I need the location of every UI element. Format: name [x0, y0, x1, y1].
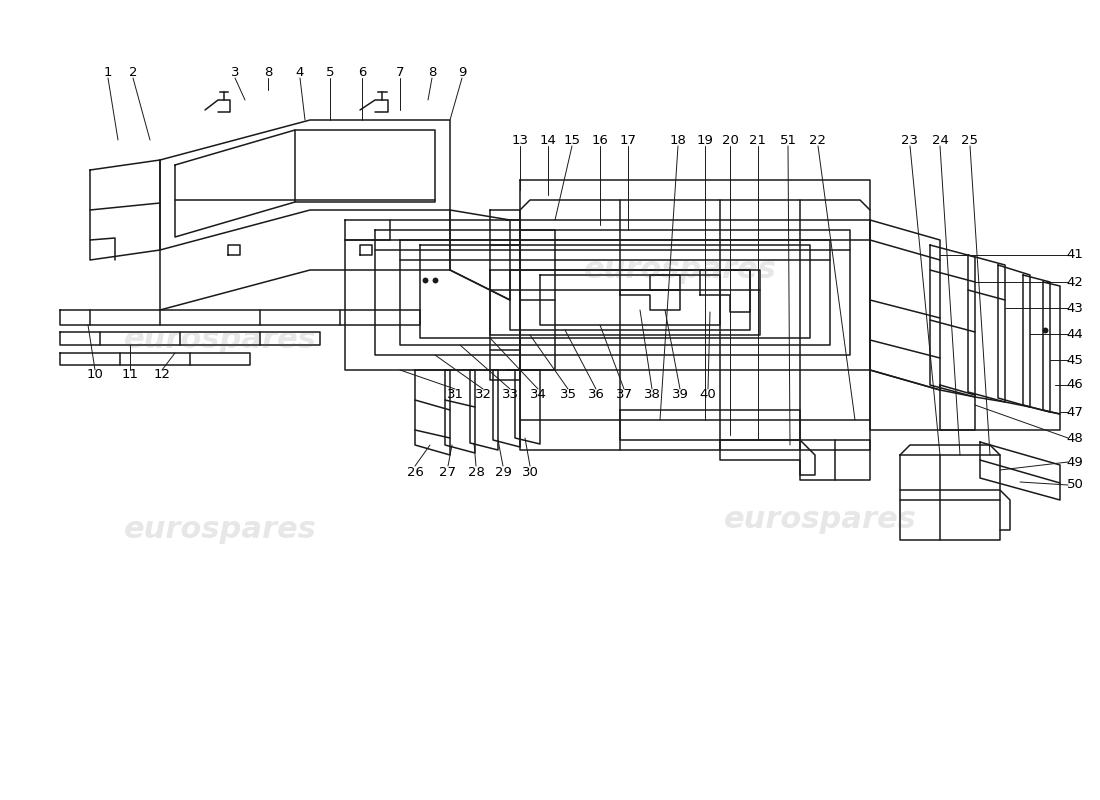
Text: 51: 51 [780, 134, 796, 146]
Text: 36: 36 [587, 389, 604, 402]
Text: 48: 48 [1067, 431, 1084, 445]
Text: 38: 38 [644, 389, 660, 402]
Text: 27: 27 [440, 466, 456, 478]
Text: 39: 39 [672, 389, 689, 402]
Text: 23: 23 [902, 134, 918, 146]
Text: 2: 2 [129, 66, 138, 78]
Text: 37: 37 [616, 389, 632, 402]
Text: 26: 26 [407, 466, 424, 478]
Text: 11: 11 [121, 369, 139, 382]
Text: 32: 32 [474, 389, 492, 402]
Text: eurospares: eurospares [123, 515, 317, 545]
Text: 24: 24 [932, 134, 948, 146]
Text: 17: 17 [619, 134, 637, 146]
Text: 9: 9 [458, 66, 466, 78]
Text: 8: 8 [428, 66, 437, 78]
Text: 43: 43 [1067, 302, 1084, 314]
Text: 22: 22 [810, 134, 826, 146]
Text: 31: 31 [447, 389, 463, 402]
Text: 29: 29 [495, 466, 512, 478]
Text: 34: 34 [529, 389, 547, 402]
Text: 44: 44 [1067, 327, 1084, 341]
Text: eurospares: eurospares [123, 326, 317, 354]
Text: 49: 49 [1067, 455, 1084, 469]
Text: 10: 10 [87, 369, 103, 382]
Text: 3: 3 [231, 66, 240, 78]
Text: 20: 20 [722, 134, 738, 146]
Text: 40: 40 [700, 389, 716, 402]
Text: 21: 21 [749, 134, 767, 146]
Text: 45: 45 [1067, 354, 1084, 366]
Text: 5: 5 [326, 66, 334, 78]
Text: 33: 33 [502, 389, 518, 402]
Text: 47: 47 [1067, 406, 1084, 418]
Text: 50: 50 [1067, 478, 1084, 491]
Text: 25: 25 [961, 134, 979, 146]
Text: 46: 46 [1067, 378, 1084, 391]
Text: eurospares: eurospares [724, 506, 916, 534]
Text: 12: 12 [154, 369, 170, 382]
Text: 7: 7 [396, 66, 405, 78]
Text: 4: 4 [296, 66, 305, 78]
Text: 41: 41 [1067, 249, 1084, 262]
Text: 30: 30 [521, 466, 538, 478]
Text: 8: 8 [264, 66, 272, 78]
Text: 16: 16 [592, 134, 608, 146]
Text: 18: 18 [670, 134, 686, 146]
Text: eurospares: eurospares [584, 255, 777, 285]
Text: 28: 28 [468, 466, 484, 478]
Text: 14: 14 [540, 134, 557, 146]
Text: 42: 42 [1067, 275, 1084, 289]
Text: 13: 13 [512, 134, 528, 146]
Text: 19: 19 [696, 134, 714, 146]
Text: 1: 1 [103, 66, 112, 78]
Text: 6: 6 [358, 66, 366, 78]
Text: 35: 35 [560, 389, 576, 402]
Text: 15: 15 [563, 134, 581, 146]
